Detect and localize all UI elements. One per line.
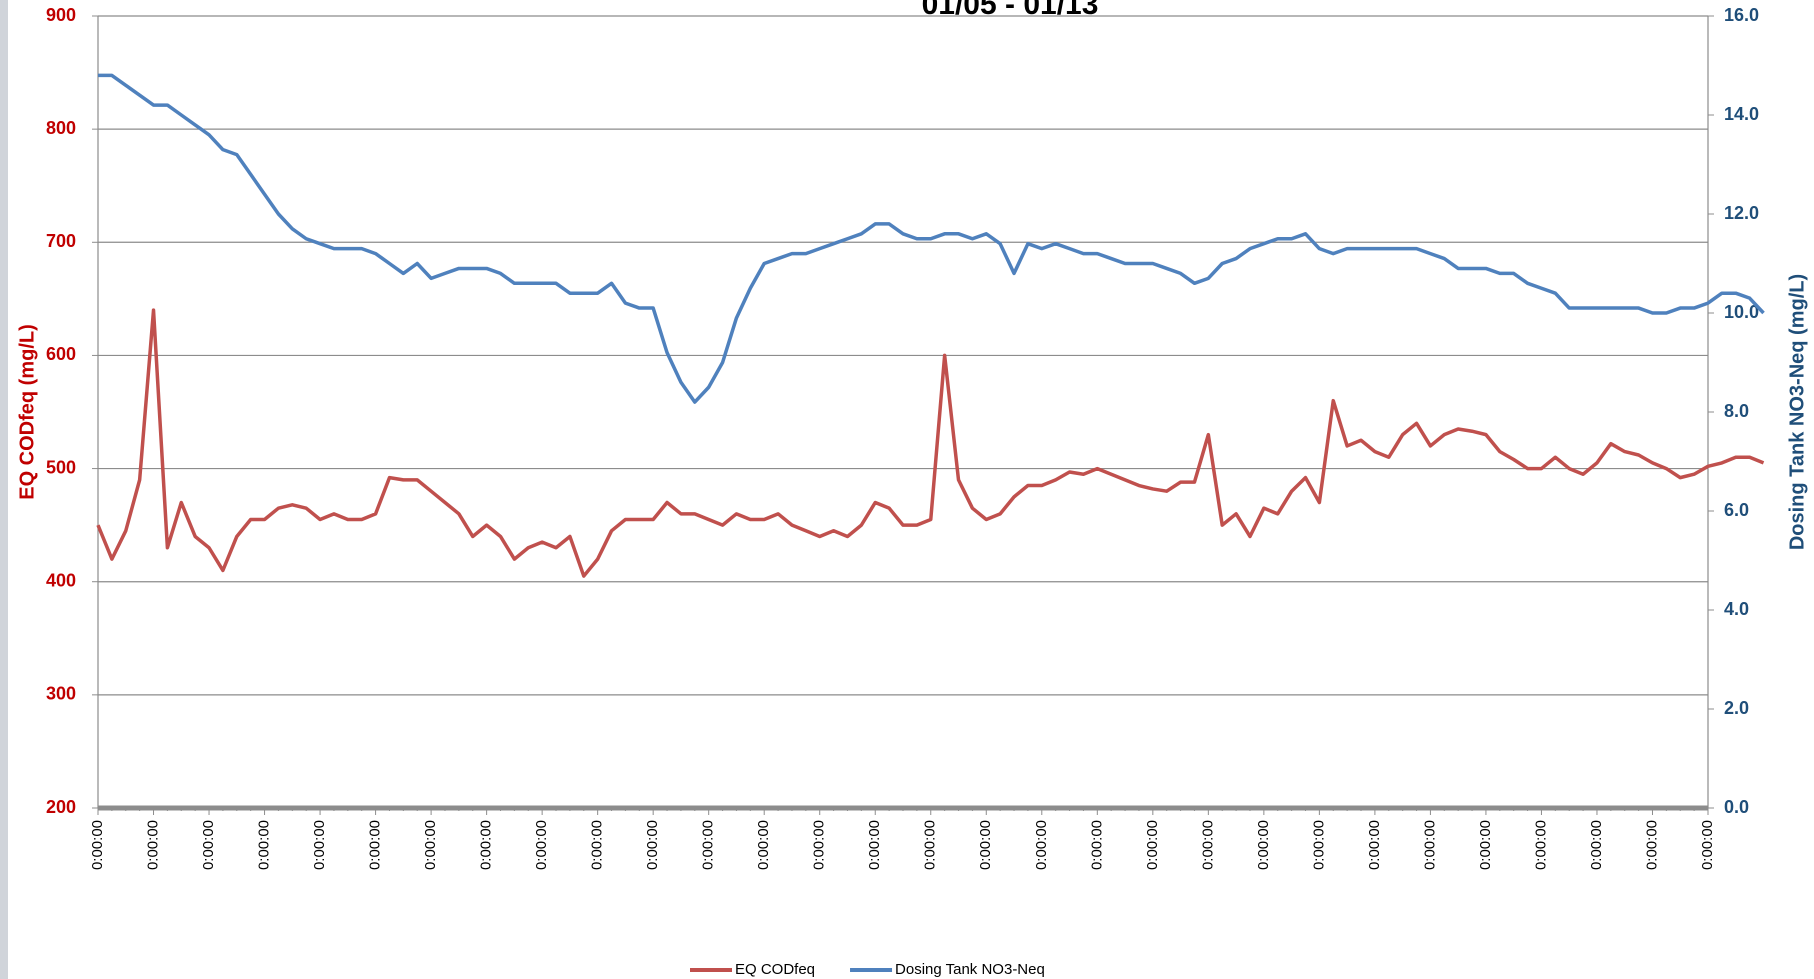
x-tick-label: 0:00:00: [1255, 820, 1272, 870]
legend-label: Dosing Tank NO3-Neq: [895, 961, 1045, 978]
x-tick-label: 0:00:00: [644, 820, 661, 870]
y-tick-label: 400: [46, 570, 76, 590]
y2-tick-label: 4.0: [1724, 599, 1749, 619]
y2-tick-label: 14.0: [1724, 104, 1759, 124]
series-line: [96, 308, 1765, 578]
x-tick-label: 0:00:00: [1532, 820, 1549, 870]
x-tick-label: 0:00:00: [589, 820, 606, 870]
x-tick-label: 0:00:00: [1366, 820, 1383, 870]
x-tick-label: 0:00:00: [811, 820, 828, 870]
y-tick-label: 200: [46, 797, 76, 817]
x-tick-label: 0:00:00: [1699, 820, 1716, 870]
legend-label: EQ CODfeq: [735, 961, 815, 978]
x-tick-label: 0:00:00: [1588, 820, 1605, 870]
y2-tick-label: 6.0: [1724, 500, 1749, 520]
y2-tick-label: 8.0: [1724, 401, 1749, 421]
x-tick-label: 0:00:00: [144, 820, 161, 870]
y2-tick-label: 10.0: [1724, 302, 1759, 322]
x-tick-label: 0:00:00: [866, 820, 883, 870]
x-tick-label: 0:00:00: [1421, 820, 1438, 870]
series-line: [98, 73, 1765, 404]
y2-axis-label: Dosing Tank NO3-Neq (mg/L): [1786, 274, 1808, 550]
x-tick-label: 0:00:00: [478, 820, 495, 870]
x-tick-label: 0:00:00: [311, 820, 328, 870]
y-tick-label: 600: [46, 344, 76, 364]
x-tick-label: 0:00:00: [367, 820, 384, 870]
x-tick-label: 0:00:00: [89, 820, 106, 870]
x-tick-label: 0:00:00: [1199, 820, 1216, 870]
chart-title: 01/05 - 01/13: [922, 0, 1099, 21]
x-tick-label: 0:00:00: [200, 820, 217, 870]
x-tick-label: 0:00:00: [700, 820, 717, 870]
x-tick-label: 0:00:00: [533, 820, 550, 870]
x-tick-label: 0:00:00: [422, 820, 439, 870]
y-axis-label: EQ CODfeq (mg/L): [16, 324, 38, 500]
y-tick-label: 500: [46, 457, 76, 477]
x-tick-label: 0:00:00: [1310, 820, 1327, 870]
y-tick-label: 300: [46, 684, 76, 704]
x-tick-label: 0:00:00: [1144, 820, 1161, 870]
x-tick-label: 0:00:00: [1088, 820, 1105, 870]
y2-tick-label: 16.0: [1724, 5, 1759, 25]
x-tick-label: 0:00:00: [977, 820, 994, 870]
y-tick-label: 900: [46, 5, 76, 25]
x-tick-label: 0:00:00: [1643, 820, 1660, 870]
y-tick-label: 700: [46, 231, 76, 251]
y2-tick-label: 12.0: [1724, 203, 1759, 223]
x-tick-label: 0:00:00: [1477, 820, 1494, 870]
window-edge: [0, 0, 8, 979]
x-tick-label: 0:00:00: [1033, 820, 1050, 870]
x-tick-label: 0:00:00: [755, 820, 772, 870]
y2-tick-label: 2.0: [1724, 698, 1749, 718]
y2-tick-label: 0.0: [1724, 797, 1749, 817]
x-tick-label: 0:00:00: [256, 820, 273, 870]
x-tick-label: 0:00:00: [922, 820, 939, 870]
y-tick-label: 800: [46, 118, 76, 138]
